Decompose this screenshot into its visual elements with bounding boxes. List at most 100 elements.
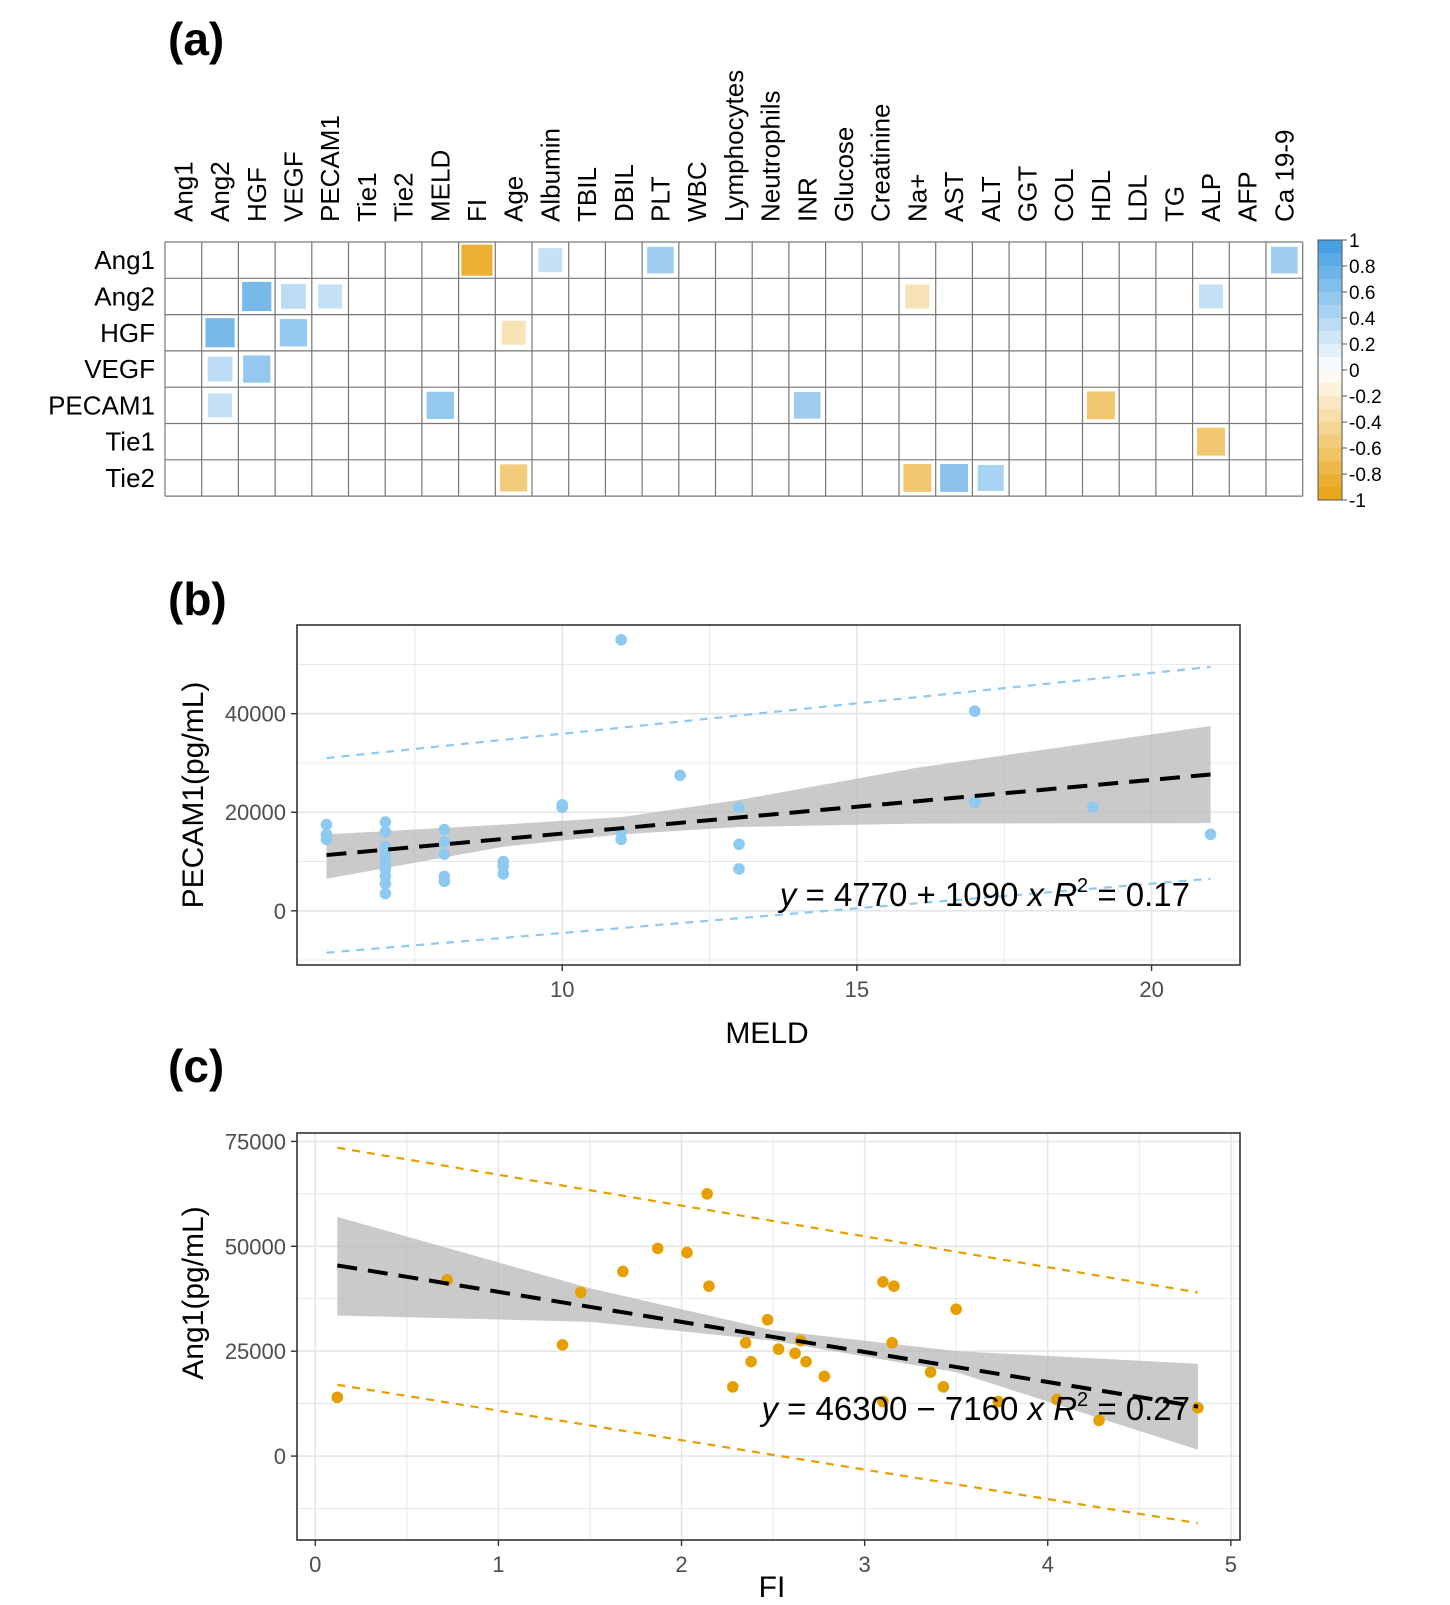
heatmap-col-label: Ca 19-9 bbox=[1269, 130, 1299, 223]
data-point bbox=[745, 1355, 757, 1368]
data-point bbox=[992, 1395, 1005, 1408]
data-point bbox=[320, 818, 333, 831]
data-point bbox=[379, 826, 392, 838]
regression-line bbox=[336, 1263, 1199, 1409]
heatmap-cell-VEGF-HGF bbox=[243, 355, 271, 383]
heatmap-row-label: HGF bbox=[100, 318, 155, 348]
prediction-upper-line bbox=[337, 1146, 1199, 1294]
data-point bbox=[886, 1336, 898, 1349]
colorbar-segment bbox=[1318, 266, 1342, 280]
heatmap-cell-Ang2-PECAM1 bbox=[318, 284, 343, 309]
heatmap-col-label: LDL bbox=[1123, 174, 1153, 222]
heatmap-col-label: WBC bbox=[682, 161, 712, 222]
colorbar-segment bbox=[1318, 370, 1342, 384]
heatmap-row-label: PECAM1 bbox=[48, 390, 155, 420]
data-point bbox=[968, 796, 981, 809]
pecam1-meld-scatter: 10 15 20 0 20000 40000 bbox=[225, 624, 1241, 1002]
heatmap-col-label: PECAM1 bbox=[315, 115, 345, 222]
data-point bbox=[761, 1313, 774, 1326]
heatmap-cell-VEGF-Ang2 bbox=[207, 356, 233, 382]
data-point bbox=[379, 887, 392, 900]
heatmap-cell-PECAM1-HDL bbox=[1086, 391, 1115, 420]
data-point bbox=[924, 1366, 937, 1378]
data-point bbox=[877, 1395, 889, 1408]
heatmap-col-label: HDL bbox=[1086, 170, 1116, 222]
data-point bbox=[1086, 801, 1099, 814]
data-point bbox=[617, 1265, 629, 1278]
x-tick-label: 2 bbox=[675, 1552, 687, 1577]
heatmap-cell-Ang2-VEGF bbox=[281, 284, 306, 309]
colorbar-segment bbox=[1318, 461, 1342, 475]
heatmap-cell-Ang1-Ca 19-9 bbox=[1271, 246, 1298, 274]
heatmap-col-label: GGT bbox=[1012, 166, 1042, 222]
data-point bbox=[733, 838, 745, 851]
heatmap-cell-Ang2-ALP bbox=[1198, 284, 1223, 309]
colorbar-segment bbox=[1318, 240, 1342, 254]
prediction-lower-line bbox=[337, 1383, 1199, 1525]
data-point bbox=[772, 1343, 785, 1355]
plot-b-xlabel: MELD bbox=[725, 1017, 808, 1050]
colorbar-segment bbox=[1318, 409, 1342, 423]
heatmap-cell-Ang2-Na+ bbox=[905, 284, 930, 309]
data-point bbox=[1051, 1393, 1063, 1406]
data-point bbox=[726, 1381, 739, 1393]
heatmap-col-label: COL bbox=[1049, 169, 1079, 222]
y-tick-label: 75000 bbox=[225, 1129, 286, 1154]
x-tick-label: 1 bbox=[492, 1552, 504, 1577]
colorbar-segment bbox=[1318, 487, 1342, 501]
heatmap-col-label: ALT bbox=[976, 176, 1006, 222]
colorbar-tick-label: 0 bbox=[1349, 361, 1360, 382]
x-tick-label: 4 bbox=[1042, 1552, 1054, 1577]
plot-b-equation: y = 4770 + 1090 x R2 = 0.17 bbox=[778, 875, 1190, 913]
heatmap-col-label: DBIL bbox=[609, 164, 639, 222]
plot-frame bbox=[296, 624, 1241, 966]
data-point bbox=[575, 1286, 587, 1299]
heatmap-col-label: AST bbox=[939, 171, 969, 222]
data-point bbox=[681, 1246, 693, 1259]
x-tick-label: 5 bbox=[1225, 1552, 1237, 1577]
colorbar-segment bbox=[1318, 396, 1342, 410]
colorbar-segment bbox=[1318, 422, 1342, 436]
colorbar-tick-label: 1 bbox=[1349, 231, 1360, 252]
data-point bbox=[320, 833, 333, 846]
heatmap-cell-Tie2-Age bbox=[500, 464, 528, 492]
heatmap-col-label: HGF bbox=[242, 167, 272, 222]
heatmap-col-label: ALP bbox=[1196, 173, 1226, 222]
x-tick-label: 3 bbox=[859, 1552, 871, 1577]
plot-b-ylabel: PECAM1(pg/mL) bbox=[177, 682, 210, 909]
data-point bbox=[438, 823, 451, 836]
data-point bbox=[888, 1280, 900, 1292]
colorbar-segment bbox=[1318, 279, 1342, 293]
data-point bbox=[950, 1303, 962, 1316]
y-tick-label: 0 bbox=[274, 1444, 286, 1469]
heatmap-cell-PECAM1-INR bbox=[793, 392, 821, 419]
colorbar-tick-label: -0.8 bbox=[1349, 465, 1382, 486]
colorbar-segment bbox=[1318, 253, 1342, 267]
heatmap-cell-Ang1-Albumin bbox=[538, 248, 563, 273]
data-point bbox=[497, 868, 510, 880]
data-point bbox=[800, 1355, 812, 1368]
heatmap-cell-Ang2-HGF bbox=[242, 281, 272, 312]
panel-a-label: (a) bbox=[168, 13, 224, 65]
data-point bbox=[703, 1280, 715, 1292]
data-point bbox=[674, 769, 686, 782]
y-tick-label: 40000 bbox=[225, 702, 286, 727]
data-point bbox=[379, 877, 392, 890]
colorbar-segment bbox=[1318, 331, 1342, 345]
data-point bbox=[733, 863, 745, 875]
heatmap-col-label: Tie1 bbox=[352, 172, 382, 222]
colorbar-legend: 1 0.8 0.6 0.4 0.2 0 -0.2 -0.4 -0.6 -0.8 -1 bbox=[1317, 231, 1382, 512]
colorbar-segment bbox=[1318, 344, 1342, 358]
heatmap-col-label: AFP bbox=[1233, 171, 1263, 222]
heatmap-row-label: Ang2 bbox=[94, 281, 155, 311]
data-point bbox=[937, 1381, 950, 1393]
heatmap-col-label: PLT bbox=[645, 176, 675, 222]
heatmap-col-label: INR bbox=[792, 177, 822, 222]
heatmap-col-label: Tie2 bbox=[389, 172, 419, 222]
heatmap-cell-Tie2-AST bbox=[940, 464, 968, 492]
prediction-upper-line bbox=[326, 665, 1211, 760]
prediction-lower-line bbox=[326, 877, 1211, 954]
heatmap-col-label: Albumin bbox=[535, 128, 565, 222]
colorbar-segment bbox=[1318, 357, 1342, 371]
